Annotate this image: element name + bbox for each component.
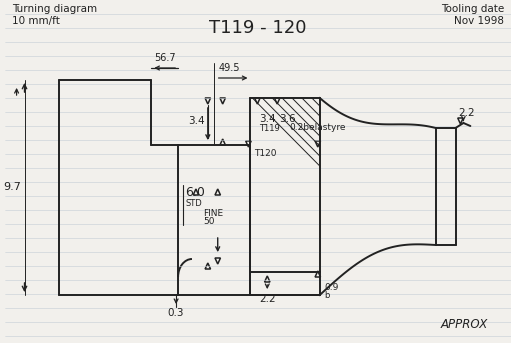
Text: 49.5: 49.5	[219, 63, 240, 73]
Text: 0.2belastyre: 0.2belastyre	[289, 123, 345, 132]
Text: Nov 1998: Nov 1998	[454, 16, 504, 26]
Text: 9.7: 9.7	[4, 182, 21, 192]
Text: 0.9: 0.9	[324, 283, 339, 292]
Text: Turning diagram: Turning diagram	[12, 4, 97, 14]
Text: 50: 50	[203, 217, 214, 226]
Text: Tooling date: Tooling date	[441, 4, 504, 14]
Text: 3.6: 3.6	[279, 115, 296, 125]
Text: STD: STD	[185, 200, 202, 209]
Text: 6.0: 6.0	[185, 187, 205, 200]
Text: 2.2: 2.2	[458, 108, 475, 118]
Text: 3.4: 3.4	[260, 115, 276, 125]
Text: b: b	[324, 291, 330, 299]
Text: 56.7: 56.7	[154, 53, 176, 63]
Text: T119 - 120: T119 - 120	[208, 19, 306, 37]
Text: APPROX: APPROX	[441, 319, 488, 331]
Text: 10 mm/ft: 10 mm/ft	[12, 16, 59, 26]
Text: T119: T119	[260, 124, 280, 133]
Text: 3.4: 3.4	[188, 117, 205, 127]
Text: 0.3: 0.3	[168, 308, 184, 318]
Text: T120: T120	[254, 149, 277, 157]
Text: 2.2: 2.2	[259, 294, 275, 304]
Text: FINE: FINE	[203, 209, 223, 217]
